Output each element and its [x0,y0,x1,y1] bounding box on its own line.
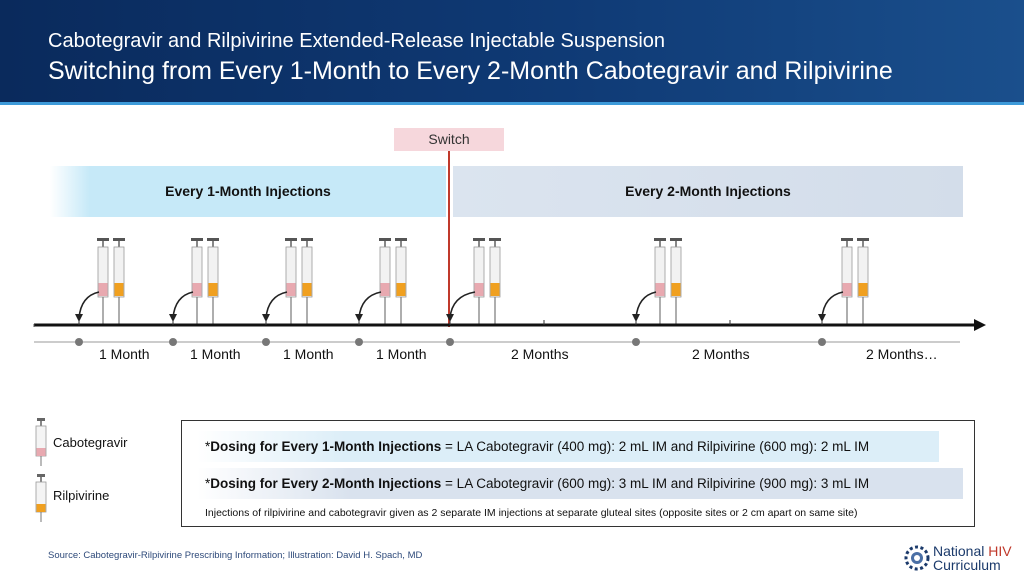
cabotegravir-syringe-icon [35,418,47,466]
logo-national: National [933,543,989,559]
rilpivirine-syringe-icon [35,474,47,522]
legend-rilpivirine-label: Rilpivirine [53,488,110,503]
interval-label: 1 Month [376,346,427,362]
timeline-axis [33,319,986,331]
timeline-dot [818,320,826,346]
syringe-pair-icon [473,238,501,325]
logo-line-1: National HIV [933,543,1012,559]
gear-logo-icon [904,545,930,571]
curved-arrow-icon [262,291,288,322]
injection-events [75,238,869,325]
syringe-pair-icon [379,238,407,325]
syringe-pair-icon [841,238,869,325]
legend-cabotegravir-label: Cabotegravir [53,435,128,450]
bimonthly-phase-label: Every 2-Month Injections [625,183,791,199]
header-banner [0,0,1024,102]
interval-label: 1 Month [99,346,150,362]
bimonthly-dosing-prefix: * [205,476,211,491]
syringe-pair-icon [191,238,219,325]
syringe-pair-icon [285,238,313,325]
curved-arrow-icon [355,291,382,322]
timeline-dot [262,320,270,346]
curved-arrow-icon [446,291,476,322]
monthly-dosing-text: = LA Cabotegravir (400 mg): 2 mL IM and … [441,439,870,454]
injection-note: Injections of rilpivirine and cabotegrav… [205,507,858,519]
bimonthly-dosing-row: *Dosing for Every 2-Month Injections = L… [197,468,963,499]
legend-syringes [35,418,47,522]
syringe-pair-icon [654,238,682,325]
timeline-markers [34,320,960,346]
slide-subtitle: Cabotegravir and Rilpivirine Extended-Re… [48,30,666,52]
interval-label: 2 Months [511,346,569,362]
source-citation: Source: Cabotegravir-Rilpivirine Prescri… [48,550,423,561]
monthly-dosing-heading: Dosing for Every 1-Month Injections [210,439,442,454]
timeline-dot [355,320,363,346]
monthly-dosing-row: *Dosing for Every 1-Month Injections = L… [197,431,939,462]
logo-hiv: HIV [988,543,1012,559]
bimonthly-dosing-text: = LA Cabotegravir (600 mg): 3 mL IM and … [441,476,870,491]
curved-arrow-icon [818,291,844,322]
syringe-pair-icon [97,238,125,325]
bimonthly-dosing-heading: Dosing for Every 2-Month Injections [210,476,442,491]
bimonthly-phase-band: Every 2-Month Injections [453,166,963,217]
timeline-dot [446,320,454,346]
slide-title: Switching from Every 1-Month to Every 2-… [48,57,893,85]
timeline-dot [75,320,83,346]
monthly-phase-band: Every 1-Month Injections [50,166,446,217]
timeline-dot [632,320,640,346]
logo-line-2: Curriculum [933,557,1001,573]
curved-arrow-icon [169,291,194,322]
monthly-phase-label: Every 1-Month Injections [165,183,331,199]
interval-label: 1 Month [283,346,334,362]
curved-arrow-icon [75,291,100,322]
interval-label: 2 Months… [866,346,938,362]
interval-label: 1 Month [190,346,241,362]
national-hiv-curriculum-logo: National HIV Curriculum [903,543,1021,573]
switch-label: Switch [394,128,504,151]
interval-label: 2 Months [692,346,750,362]
switch-line [448,151,450,327]
monthly-dosing-prefix: * [205,439,211,454]
timeline-dot [169,320,177,346]
curved-arrow-icon [632,291,657,322]
header-divider [0,102,1024,105]
